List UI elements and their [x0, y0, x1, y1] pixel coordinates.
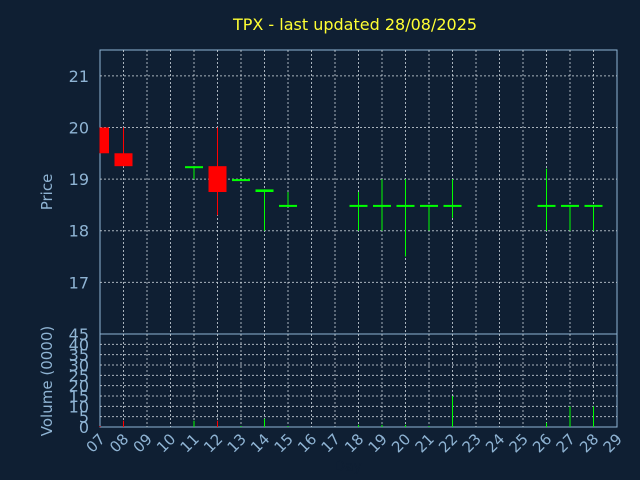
x-tick-label: 09 [130, 430, 156, 456]
candle-body [208, 166, 227, 192]
candle-body [537, 204, 556, 207]
price-tick-label: 21 [69, 67, 89, 86]
price-y-ticks: 17 18 19 20 21 [69, 67, 89, 293]
volume-grid [100, 334, 617, 427]
chart-title: TPX - last updated 28/08/2025 [232, 15, 477, 34]
x-tick-label: 11 [177, 430, 203, 456]
volume-tick-label: 15 [69, 387, 89, 406]
candle-body [584, 204, 603, 207]
x-axis-label: Day [334, 459, 362, 475]
x-tick-label: 20 [388, 430, 414, 456]
volume-tick-label: 0 [79, 418, 89, 437]
volume-tick-label: 20 [69, 377, 89, 396]
volume-tick-label: 5 [79, 408, 89, 427]
x-tick-label: 12 [200, 430, 226, 456]
candle-body [279, 204, 297, 207]
candle-body [420, 204, 438, 207]
x-axis-ticks: 0708091011121314151617181920212223242526… [83, 430, 626, 456]
x-tick-label: 10 [153, 430, 179, 456]
candle-body [396, 204, 415, 207]
x-tick-label: 25 [506, 430, 532, 456]
x-tick-label: 21 [412, 430, 438, 456]
x-tick-label: 18 [341, 430, 367, 456]
x-tick-label: 16 [294, 430, 320, 456]
price-tick-label: 18 [69, 222, 89, 241]
volume-tick-label: 10 [69, 397, 89, 416]
x-tick-label: 22 [435, 430, 461, 456]
volume-axis-label: Volume (0000) [38, 326, 56, 436]
candle-body [561, 204, 579, 207]
price-panel: 17 18 19 20 21 Price [38, 49, 618, 335]
candle-body [232, 179, 250, 182]
x-tick-label: 24 [482, 430, 508, 456]
candle-body [100, 127, 109, 154]
price-axis-label: Price [38, 174, 56, 211]
x-tick-label: 23 [459, 430, 485, 456]
price-tick-label: 17 [69, 273, 89, 292]
candle-body [114, 153, 133, 167]
candle-body [255, 189, 274, 192]
volume-bars [99, 396, 594, 427]
x-tick-label: 13 [224, 430, 250, 456]
x-tick-label: 29 [600, 430, 626, 456]
volume-tick-label: 25 [69, 366, 89, 385]
candle-body [373, 204, 391, 207]
candle-body [185, 166, 203, 169]
x-tick-label: 14 [247, 430, 273, 456]
x-tick-label: 17 [318, 430, 344, 456]
volume-tick-label: 30 [69, 356, 89, 375]
candles [99, 127, 603, 257]
x-tick-label: 15 [271, 430, 297, 456]
x-tick-label: 28 [576, 430, 602, 456]
volume-tick-label: 40 [69, 335, 89, 354]
volume-tick-label: 45 [69, 325, 89, 344]
x-tick-label: 19 [365, 430, 391, 456]
candle-body [349, 204, 368, 207]
price-tick-label: 19 [69, 170, 89, 189]
volume-tick-label: 35 [69, 346, 89, 365]
candle-body [443, 204, 462, 207]
price-tick-label: 20 [69, 118, 89, 137]
x-tick-label: 26 [529, 430, 555, 456]
x-tick-label: 27 [553, 430, 579, 456]
x-tick-label: 08 [106, 430, 132, 456]
